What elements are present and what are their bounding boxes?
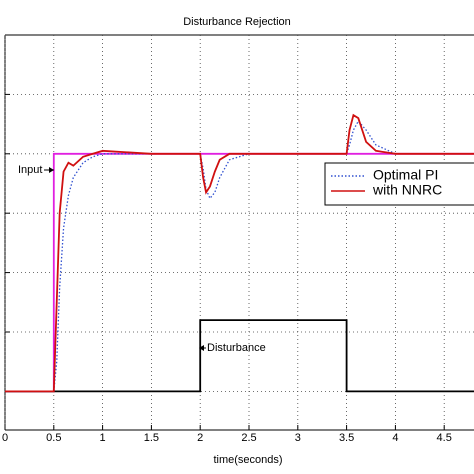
x-tick-label: 3.5 xyxy=(339,432,354,444)
series-line xyxy=(5,113,474,393)
legend-label: Optimal PI xyxy=(373,167,438,183)
x-axis-label: time(seconds) xyxy=(213,454,282,466)
x-tick-label: 0.5 xyxy=(46,432,61,444)
legend-box xyxy=(324,162,474,206)
x-tick-label: 2.5 xyxy=(241,432,256,444)
x-tick-label: 1.5 xyxy=(144,432,159,444)
annotation-arrow-head xyxy=(49,167,54,173)
chart-title: Disturbance Rejection xyxy=(183,16,291,28)
annotation: Input xyxy=(18,164,42,176)
x-tick-label: 4 xyxy=(392,432,398,444)
annotation: Disturbance xyxy=(207,342,266,354)
x-tick-label: 4.5 xyxy=(437,432,452,444)
legend-label: with NNRC xyxy=(372,182,442,198)
x-tick-label: 3 xyxy=(295,432,301,444)
series-line xyxy=(5,319,474,393)
x-tick-label: 2 xyxy=(197,432,203,444)
x-tick-label: 0 xyxy=(2,432,8,444)
annotation-arrow-head xyxy=(199,345,204,351)
x-tick-label: 1 xyxy=(100,432,106,444)
